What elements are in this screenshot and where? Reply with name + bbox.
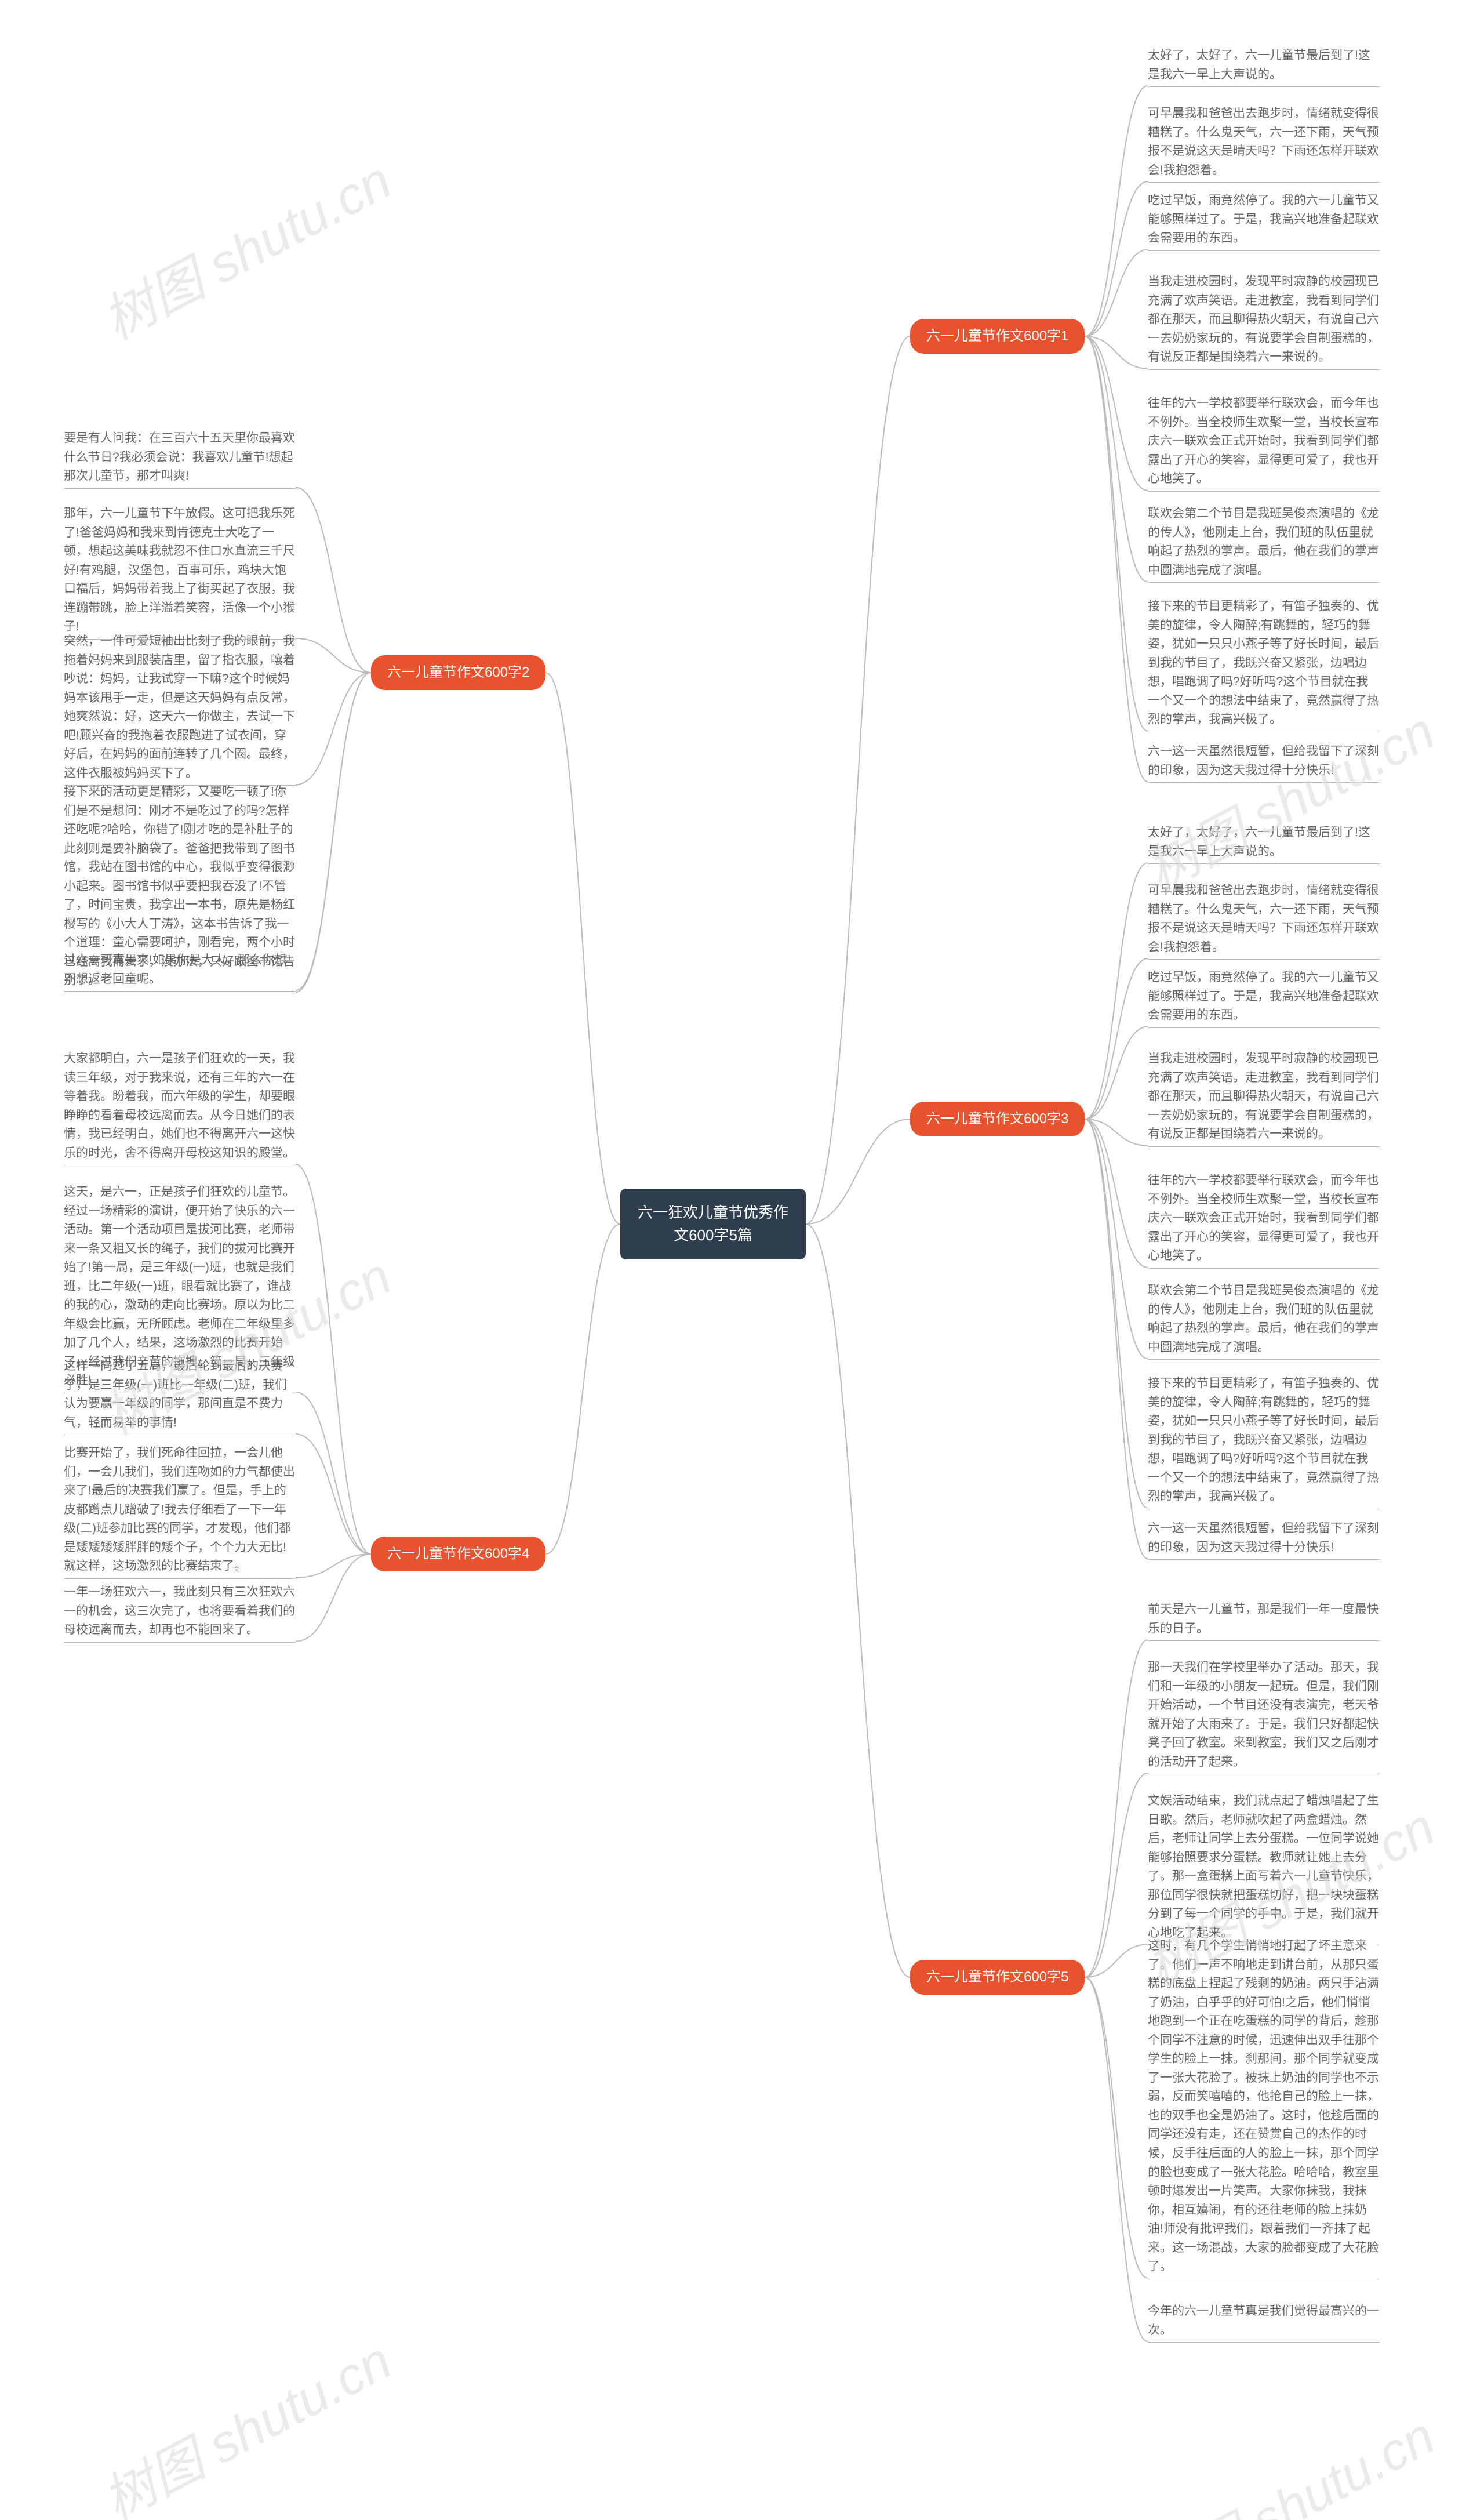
- leaf-node: 这样一向过了五局，最后轮到最后的决赛了，是三年级(一)班比一年级(二)班，我们认…: [64, 1357, 296, 1435]
- leaf-text: 要是有人问我：在三百六十五天里你最喜欢什么节日?我必须会说：我喜欢儿童节!想起那…: [64, 431, 295, 482]
- leaf-text: 今年的六一儿童节真是我们觉得最高兴的一次。: [1148, 2304, 1379, 2337]
- leaf-node: 过六一可真是爽!如果你是大人，那么你想不想返老回童呢。: [64, 951, 296, 992]
- leaf-text: 联欢会第二个节目是我班吴俊杰演唱的《龙的传人》，他刚走上台，我们班的队伍里就响起…: [1148, 507, 1379, 577]
- leaf-node: 比赛开始了，我们死命往回拉，一会儿他们，一会儿我们，我们连吻如的力气都使出来了!…: [64, 1444, 296, 1579]
- leaf-node: 可早晨我和爸爸出去跑步时，情绪就变得很糟糕了。什么鬼天气，六一还下雨，天气预报不…: [1148, 104, 1380, 183]
- leaf-underline: [1148, 369, 1380, 370]
- leaf-underline: [64, 991, 296, 992]
- leaf-text: 过六一可真是爽!如果你是大人，那么你想不想返老回童呢。: [64, 953, 286, 986]
- topic-label: 六一儿童节作文600字1: [926, 328, 1068, 344]
- topic-label: 六一儿童节作文600字4: [387, 1546, 529, 1562]
- leaf-underline: [64, 1642, 296, 1643]
- leaf-text: 可早晨我和爸爸出去跑步时，情绪就变得很糟糕了。什么鬼天气，六一还下雨，天气预报不…: [1148, 107, 1379, 177]
- topic-node: 六一儿童节作文600字2: [371, 655, 545, 690]
- leaf-text: 六一这一天虽然很短暂，但给我留下了深刻的印象，因为这天我过得十分快乐!: [1148, 1522, 1379, 1554]
- leaf-node: 一年一场狂欢六一，我此刻只有三次狂欢六一的机会，这三次完了，也将要看着我们的母校…: [64, 1583, 296, 1643]
- leaf-text: 往年的六一学校都要举行联欢会，而今年也不例外。当全校师生欢聚一堂，当校长宣布庆六…: [1148, 397, 1379, 485]
- leaf-node: 联欢会第二个节目是我班吴俊杰演唱的《龙的传人》，他刚走上台，我们班的队伍里就响起…: [1148, 1281, 1380, 1360]
- leaf-text: 接下来的节目更精彩了，有笛子独奏的、优美的旋律，令人陶醉;有跳舞的，轻巧的舞姿，…: [1148, 1377, 1379, 1503]
- leaf-node: 那年，六一儿童节下午放假。这可把我乐死了!爸爸妈妈和我来到肯德克士大吃了一顿，想…: [64, 504, 296, 640]
- leaf-node: 联欢会第二个节目是我班吴俊杰演唱的《龙的传人》，他刚走上台，我们班的队伍里就响起…: [1148, 504, 1380, 583]
- leaf-node: 吃过早饭，雨竟然停了。我的六一儿童节又能够照样过了。于是，我高兴地准备起联欢会需…: [1148, 968, 1380, 1028]
- leaf-text: 吃过早饭，雨竟然停了。我的六一儿童节又能够照样过了。于是，我高兴地准备起联欢会需…: [1148, 971, 1379, 1022]
- leaf-node: 那一天我们在学校里举办了活动。那天，我们和一年级的小朋友一起玩。但是，我们刚开始…: [1148, 1658, 1380, 1774]
- leaf-node: 当我走进校园时，发现平时寂静的校园现已充满了欢声笑语。走进教室，我看到同学们都在…: [1148, 273, 1380, 370]
- leaf-text: 这时，有几个学生悄悄地打起了坏主意来了。他们一声不响地走到讲台前，从那只蛋糕的底…: [1148, 1939, 1379, 2273]
- leaf-node: 接下来的节目更精彩了，有笛子独奏的、优美的旋律，令人陶醉;有跳舞的，轻巧的舞姿，…: [1148, 597, 1380, 732]
- leaf-text: 那一天我们在学校里举办了活动。那天，我们和一年级的小朋友一起玩。但是，我们刚开始…: [1148, 1661, 1379, 1769]
- leaf-underline: [1148, 782, 1380, 783]
- leaf-node: 六一这一天虽然很短暂，但给我留下了深刻的印象，因为这天我过得十分快乐!: [1148, 1519, 1380, 1560]
- watermark: 树图 shutu.cn: [88, 2319, 402, 2520]
- leaf-text: 六一这一天虽然很短暂，但给我留下了深刻的印象，因为这天我过得十分快乐!: [1148, 745, 1379, 777]
- leaf-text: 当我走进校园时，发现平时寂静的校园现已充满了欢声笑语。走进教室，我看到同学们都在…: [1148, 1052, 1379, 1141]
- leaf-node: 往年的六一学校都要举行联欢会，而今年也不例外。当全校师生欢聚一堂，当校长宣布庆六…: [1148, 394, 1380, 492]
- leaf-underline: [1148, 1559, 1380, 1560]
- leaf-underline: [1148, 863, 1380, 864]
- topic-node: 六一儿童节作文600字5: [910, 1960, 1085, 1995]
- leaf-text: 前天是六一儿童节，那是我们一年一度最快乐的日子。: [1148, 1603, 1379, 1635]
- leaf-text: 那年，六一儿童节下午放假。这可把我乐死了!爸爸妈妈和我来到肯德克士大吃了一顿，想…: [64, 507, 295, 633]
- leaf-underline: [1148, 1268, 1380, 1269]
- leaf-underline: [1148, 1027, 1380, 1028]
- leaf-underline: [1148, 1359, 1380, 1360]
- leaf-underline: [1148, 959, 1380, 960]
- leaf-node: 大家都明白，六一是孩子们狂欢的一天，我读三年级，对于我来说，还有三年的六一在等着…: [64, 1050, 296, 1165]
- topic-label: 六一儿童节作文600字2: [387, 665, 529, 680]
- leaf-node: 当我走进校园时，发现平时寂静的校园现已充满了欢声笑语。走进教室，我看到同学们都在…: [1148, 1050, 1380, 1147]
- leaf-underline: [1148, 1146, 1380, 1147]
- leaf-text: 一年一场狂欢六一，我此刻只有三次狂欢六一的机会，这三次完了，也将要看着我们的母校…: [64, 1585, 295, 1636]
- leaf-node: 今年的六一儿童节真是我们觉得最高兴的一次。: [1148, 2302, 1380, 2343]
- leaf-text: 可早晨我和爸爸出去跑步时，情绪就变得很糟糕了。什么鬼天气，六一还下雨，天气预报不…: [1148, 884, 1379, 954]
- leaf-node: 往年的六一学校都要举行联欢会，而今年也不例外。当全校师生欢聚一堂，当校长宣布庆六…: [1148, 1171, 1380, 1269]
- topic-label: 六一儿童节作文600字5: [926, 1969, 1068, 1985]
- watermark: 树图 shutu.cn: [1131, 2395, 1445, 2520]
- leaf-node: 太好了，太好了，六一儿童节最后到了!这是我六一早上大声说的。: [1148, 823, 1380, 864]
- topic-node: 六一儿童节作文600字1: [910, 319, 1085, 354]
- topic-node: 六一儿童节作文600字4: [371, 1537, 545, 1571]
- leaf-node: 太好了，太好了，六一儿童节最后到了!这是我六一早上大声说的。: [1148, 46, 1380, 87]
- leaf-underline: [1148, 182, 1380, 183]
- root-label: 六一狂欢儿童节优秀作文600字5篇: [638, 1204, 788, 1244]
- leaf-node: 接下来的节目更精彩了，有笛子独奏的、优美的旋律，令人陶醉;有跳舞的，轻巧的舞姿，…: [1148, 1374, 1380, 1509]
- root-node: 六一狂欢儿童节优秀作文600字5篇: [620, 1189, 806, 1259]
- leaf-text: 太好了，太好了，六一儿童节最后到了!这是我六一早上大声说的。: [1148, 49, 1370, 81]
- leaf-text: 这样一向过了五局，最后轮到最后的决赛了，是三年级(一)班比一年级(二)班，我们认…: [64, 1359, 287, 1429]
- leaf-node: 可早晨我和爸爸出去跑步时，情绪就变得很糟糕了。什么鬼天气，六一还下雨，天气预报不…: [1148, 881, 1380, 960]
- leaf-node: 吃过早饭，雨竟然停了。我的六一儿童节又能够照样过了。于是，我高兴地准备起联欢会需…: [1148, 191, 1380, 251]
- leaf-underline: [1148, 582, 1380, 583]
- leaf-node: 文娱活动结束，我们就点起了蜡烛唱起了生日歌。然后，老师就吹起了两盒蜡烛。然后，老…: [1148, 1792, 1380, 1945]
- leaf-text: 往年的六一学校都要举行联欢会，而今年也不例外。当全校师生欢聚一堂，当校长宣布庆六…: [1148, 1174, 1379, 1262]
- leaf-underline: [1148, 250, 1380, 251]
- leaf-underline: [1148, 86, 1380, 87]
- leaf-text: 比赛开始了，我们死命往回拉，一会儿他们，一会儿我们，我们连吻如的力气都使出来了!…: [64, 1446, 295, 1573]
- leaf-underline: [1148, 2342, 1380, 2343]
- leaf-underline: [64, 488, 296, 489]
- leaf-node: 这时，有几个学生悄悄地打起了坏主意来了。他们一声不响地走到讲台前，从那只蛋糕的底…: [1148, 1937, 1380, 2279]
- leaf-text: 突然，一件可爱短袖出比刻了我的眼前，我拖着妈妈来到服装店里，留了指衣服，嚷着吵说…: [64, 634, 295, 780]
- leaf-text: 文娱活动结束，我们就点起了蜡烛唱起了生日歌。然后，老师就吹起了两盒蜡烛。然后，老…: [1148, 1794, 1379, 1940]
- leaf-node: 要是有人问我：在三百六十五天里你最喜欢什么节日?我必须会说：我喜欢儿童节!想起那…: [64, 429, 296, 489]
- leaf-text: 接下来的节目更精彩了，有笛子独奏的、优美的旋律，令人陶醉;有跳舞的，轻巧的舞姿，…: [1148, 600, 1379, 726]
- topic-label: 六一儿童节作文600字3: [926, 1111, 1068, 1127]
- leaf-node: 突然，一件可爱短袖出比刻了我的眼前，我拖着妈妈来到服装店里，留了指衣服，嚷着吵说…: [64, 632, 296, 786]
- leaf-underline: [1148, 491, 1380, 492]
- leaf-node: 前天是六一儿童节，那是我们一年一度最快乐的日子。: [1148, 1600, 1380, 1641]
- leaf-text: 太好了，太好了，六一儿童节最后到了!这是我六一早上大声说的。: [1148, 826, 1370, 858]
- leaf-underline: [64, 1578, 296, 1579]
- leaf-text: 联欢会第二个节目是我班吴俊杰演唱的《龙的传人》，他刚走上台，我们班的队伍里就响起…: [1148, 1284, 1379, 1354]
- leaf-node: 六一这一天虽然很短暂，但给我留下了深刻的印象，因为这天我过得十分快乐!: [1148, 742, 1380, 783]
- topic-node: 六一儿童节作文600字3: [910, 1102, 1085, 1136]
- leaf-text: 当我走进校园时，发现平时寂静的校园现已充满了欢声笑语。走进教室，我看到同学们都在…: [1148, 275, 1379, 364]
- leaf-underline: [1148, 1640, 1380, 1641]
- leaf-text: 吃过早饭，雨竟然停了。我的六一儿童节又能够照样过了。于是，我高兴地准备起联欢会需…: [1148, 194, 1379, 245]
- watermark: 树图 shutu.cn: [88, 139, 402, 354]
- leaf-text: 大家都明白，六一是孩子们狂欢的一天，我读三年级，对于我来说，还有三年的六一在等着…: [64, 1052, 295, 1160]
